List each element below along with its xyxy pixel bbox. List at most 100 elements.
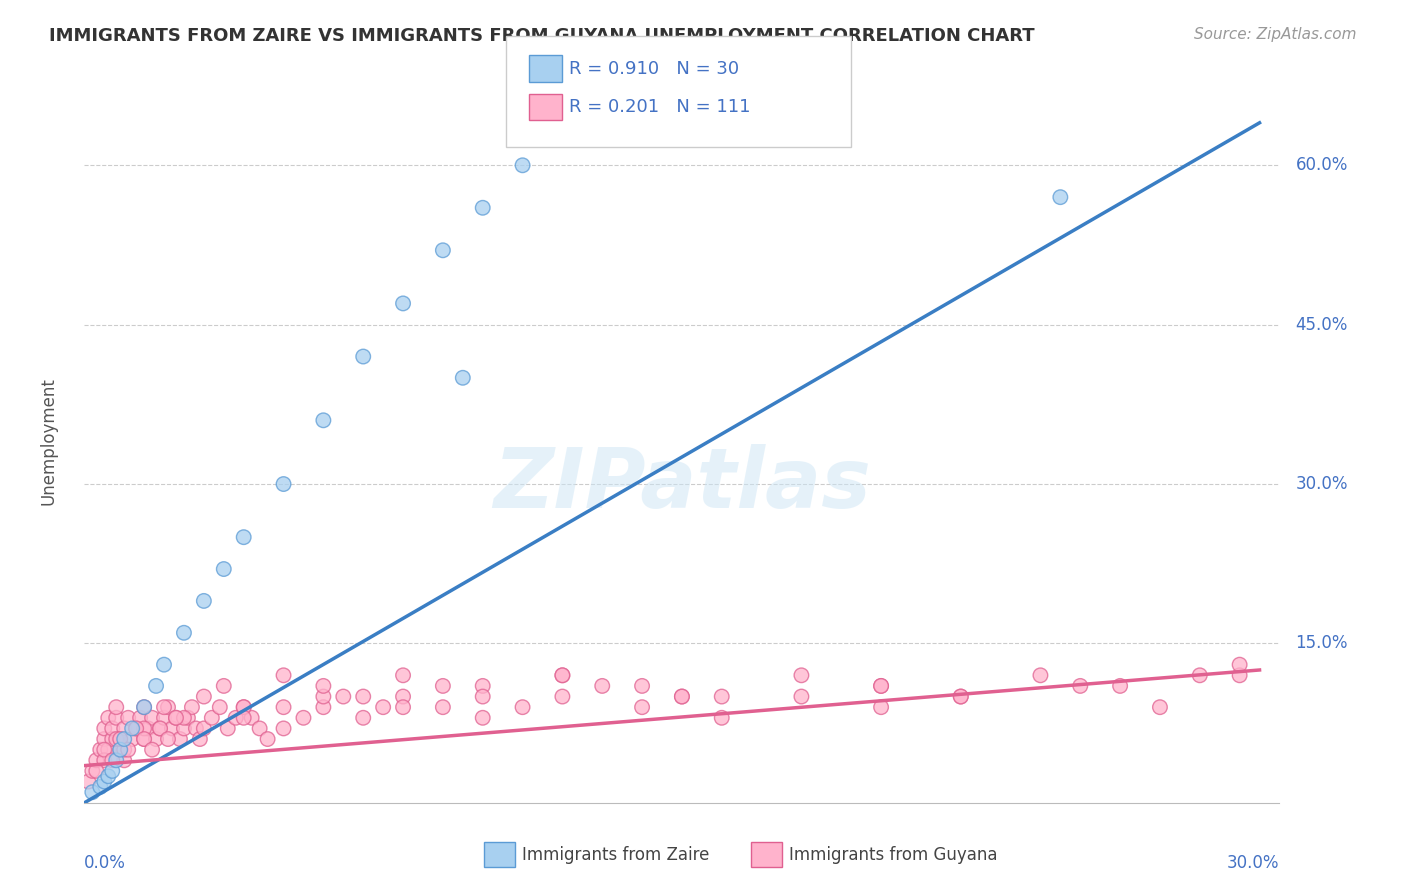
Text: 45.0%: 45.0% (1295, 316, 1348, 334)
Point (225, 711, 247, 725)
Text: Immigrants from Zaire: Immigrants from Zaire (522, 846, 709, 863)
Point (232, 700, 254, 714)
Point (141, 742, 163, 756)
Point (256, 732, 278, 747)
Point (551, 668, 574, 682)
Point (153, 657, 176, 672)
Point (671, 690, 693, 704)
Point (117, 742, 139, 756)
Point (157, 732, 180, 747)
Point (145, 732, 167, 747)
Point (312, 700, 335, 714)
Point (141, 711, 163, 725)
Point (110, 742, 132, 756)
Point (125, 722, 148, 736)
Point (1149, 700, 1171, 714)
Text: 30.0%: 30.0% (1295, 475, 1348, 493)
Text: 60.0%: 60.0% (1295, 156, 1348, 174)
Point (193, 594, 215, 608)
Point (631, 679, 654, 693)
Text: Source: ZipAtlas.com: Source: ZipAtlas.com (1194, 27, 1357, 42)
Point (149, 722, 172, 736)
Point (188, 732, 211, 747)
Point (1188, 668, 1211, 682)
Point (240, 711, 263, 725)
Point (392, 668, 415, 682)
Point (132, 722, 156, 736)
Point (105, 700, 128, 714)
Point (312, 413, 335, 427)
Text: IMMIGRANTS FROM ZAIRE VS IMMIGRANTS FROM GUYANA UNEMPLOYMENT CORRELATION CHART: IMMIGRANTS FROM ZAIRE VS IMMIGRANTS FROM… (49, 27, 1035, 45)
Point (312, 690, 335, 704)
Point (352, 690, 374, 704)
Point (1109, 679, 1132, 693)
Point (1229, 657, 1251, 672)
Text: R = 0.201   N = 111: R = 0.201 N = 111 (569, 98, 751, 116)
Point (93, 742, 115, 756)
Point (392, 690, 415, 704)
Point (97, 742, 120, 756)
Text: Unemployment: Unemployment (39, 377, 58, 506)
Point (173, 625, 195, 640)
Point (671, 690, 693, 704)
Text: 0.0%: 0.0% (84, 854, 127, 871)
Point (710, 690, 733, 704)
Point (217, 722, 239, 736)
Point (751, 0, 773, 3)
Point (77, 774, 100, 789)
Point (153, 711, 176, 725)
Point (671, 30, 693, 45)
Point (153, 700, 176, 714)
Point (870, 679, 893, 693)
Point (181, 700, 204, 714)
Point (160, 722, 183, 736)
Point (591, 95, 613, 109)
Point (1029, 668, 1052, 682)
Point (93, 774, 115, 789)
Point (1229, 668, 1251, 682)
Point (117, 711, 139, 725)
Point (249, 722, 271, 736)
Point (121, 732, 143, 747)
Point (112, 742, 135, 756)
Point (471, 690, 494, 704)
Point (292, 711, 315, 725)
Point (165, 711, 187, 725)
Point (232, 530, 254, 544)
Point (173, 722, 195, 736)
Point (97, 769, 120, 783)
Point (93, 732, 115, 747)
Point (512, 158, 534, 172)
Point (232, 711, 254, 725)
Point (129, 711, 152, 725)
Point (86, 764, 108, 778)
Text: 15.0%: 15.0% (1295, 634, 1348, 652)
Point (193, 690, 215, 704)
Point (373, 700, 395, 714)
Point (145, 679, 167, 693)
Point (273, 700, 295, 714)
Point (86, 753, 108, 767)
Point (471, 679, 494, 693)
Point (101, 732, 124, 747)
Point (432, 244, 454, 258)
Point (710, 711, 733, 725)
Point (101, 764, 124, 778)
Point (212, 679, 235, 693)
Point (201, 711, 224, 725)
Point (591, 679, 613, 693)
Point (1049, 190, 1071, 204)
Point (631, 700, 654, 714)
Point (790, 690, 813, 704)
Point (132, 732, 156, 747)
Point (212, 562, 235, 576)
Point (82, 785, 104, 799)
Text: Immigrants from Guyana: Immigrants from Guyana (789, 846, 997, 863)
Point (121, 722, 143, 736)
Point (273, 668, 295, 682)
Point (169, 732, 191, 747)
Point (471, 711, 494, 725)
Point (551, 668, 574, 682)
Point (132, 732, 156, 747)
Point (125, 722, 148, 736)
